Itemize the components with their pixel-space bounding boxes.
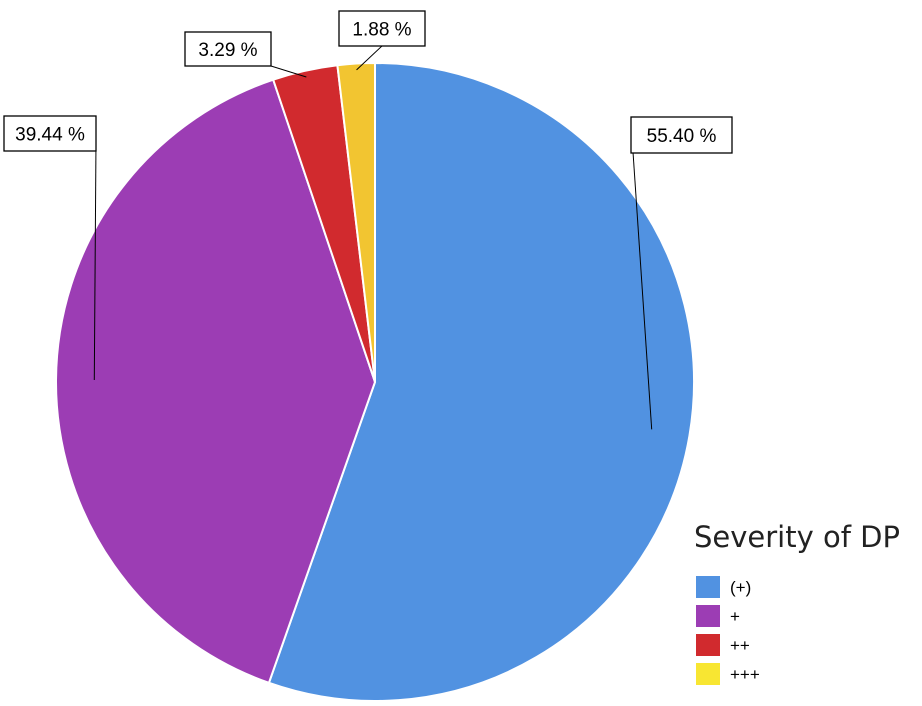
- slice-label-4: 1.88 %: [352, 20, 411, 41]
- slice-labels: 55.40 % 39.44 % 3.29 % 1.88 %: [3, 10, 733, 430]
- slice-label-box-4: [338, 10, 426, 47]
- leader-line-4: [356, 45, 383, 71]
- slice-label-box-3: [184, 31, 272, 67]
- legend-swatch-3: [696, 634, 720, 656]
- pie-slice-4: [336, 61, 376, 383]
- leader-line-2: [93, 140, 97, 381]
- slice-label-1: 55.40 %: [647, 126, 717, 147]
- slice-label-box-1: [630, 116, 733, 154]
- slice-label-3: 3.29 %: [198, 40, 257, 61]
- slice-label-2: 39.44 %: [15, 125, 85, 146]
- legend-label-4: +++: [730, 665, 760, 684]
- legend-label-2: +: [730, 607, 740, 626]
- legend-label-1: (+): [730, 578, 751, 597]
- legend-label-3: ++: [730, 636, 750, 655]
- leader-line-1: [632, 151, 653, 430]
- legend-title: Severity of DP: [694, 520, 900, 554]
- legend-swatch-4: [696, 663, 720, 685]
- pie-slices: [55, 61, 695, 702]
- legend-swatch-2: [696, 605, 720, 627]
- legend-swatch-1: [696, 576, 720, 598]
- slice-label-box-2: [3, 115, 97, 152]
- leader-line-3: [270, 65, 307, 78]
- legend: Severity of DP (+)++++++: [694, 520, 900, 685]
- pie-slice-2: [55, 78, 377, 685]
